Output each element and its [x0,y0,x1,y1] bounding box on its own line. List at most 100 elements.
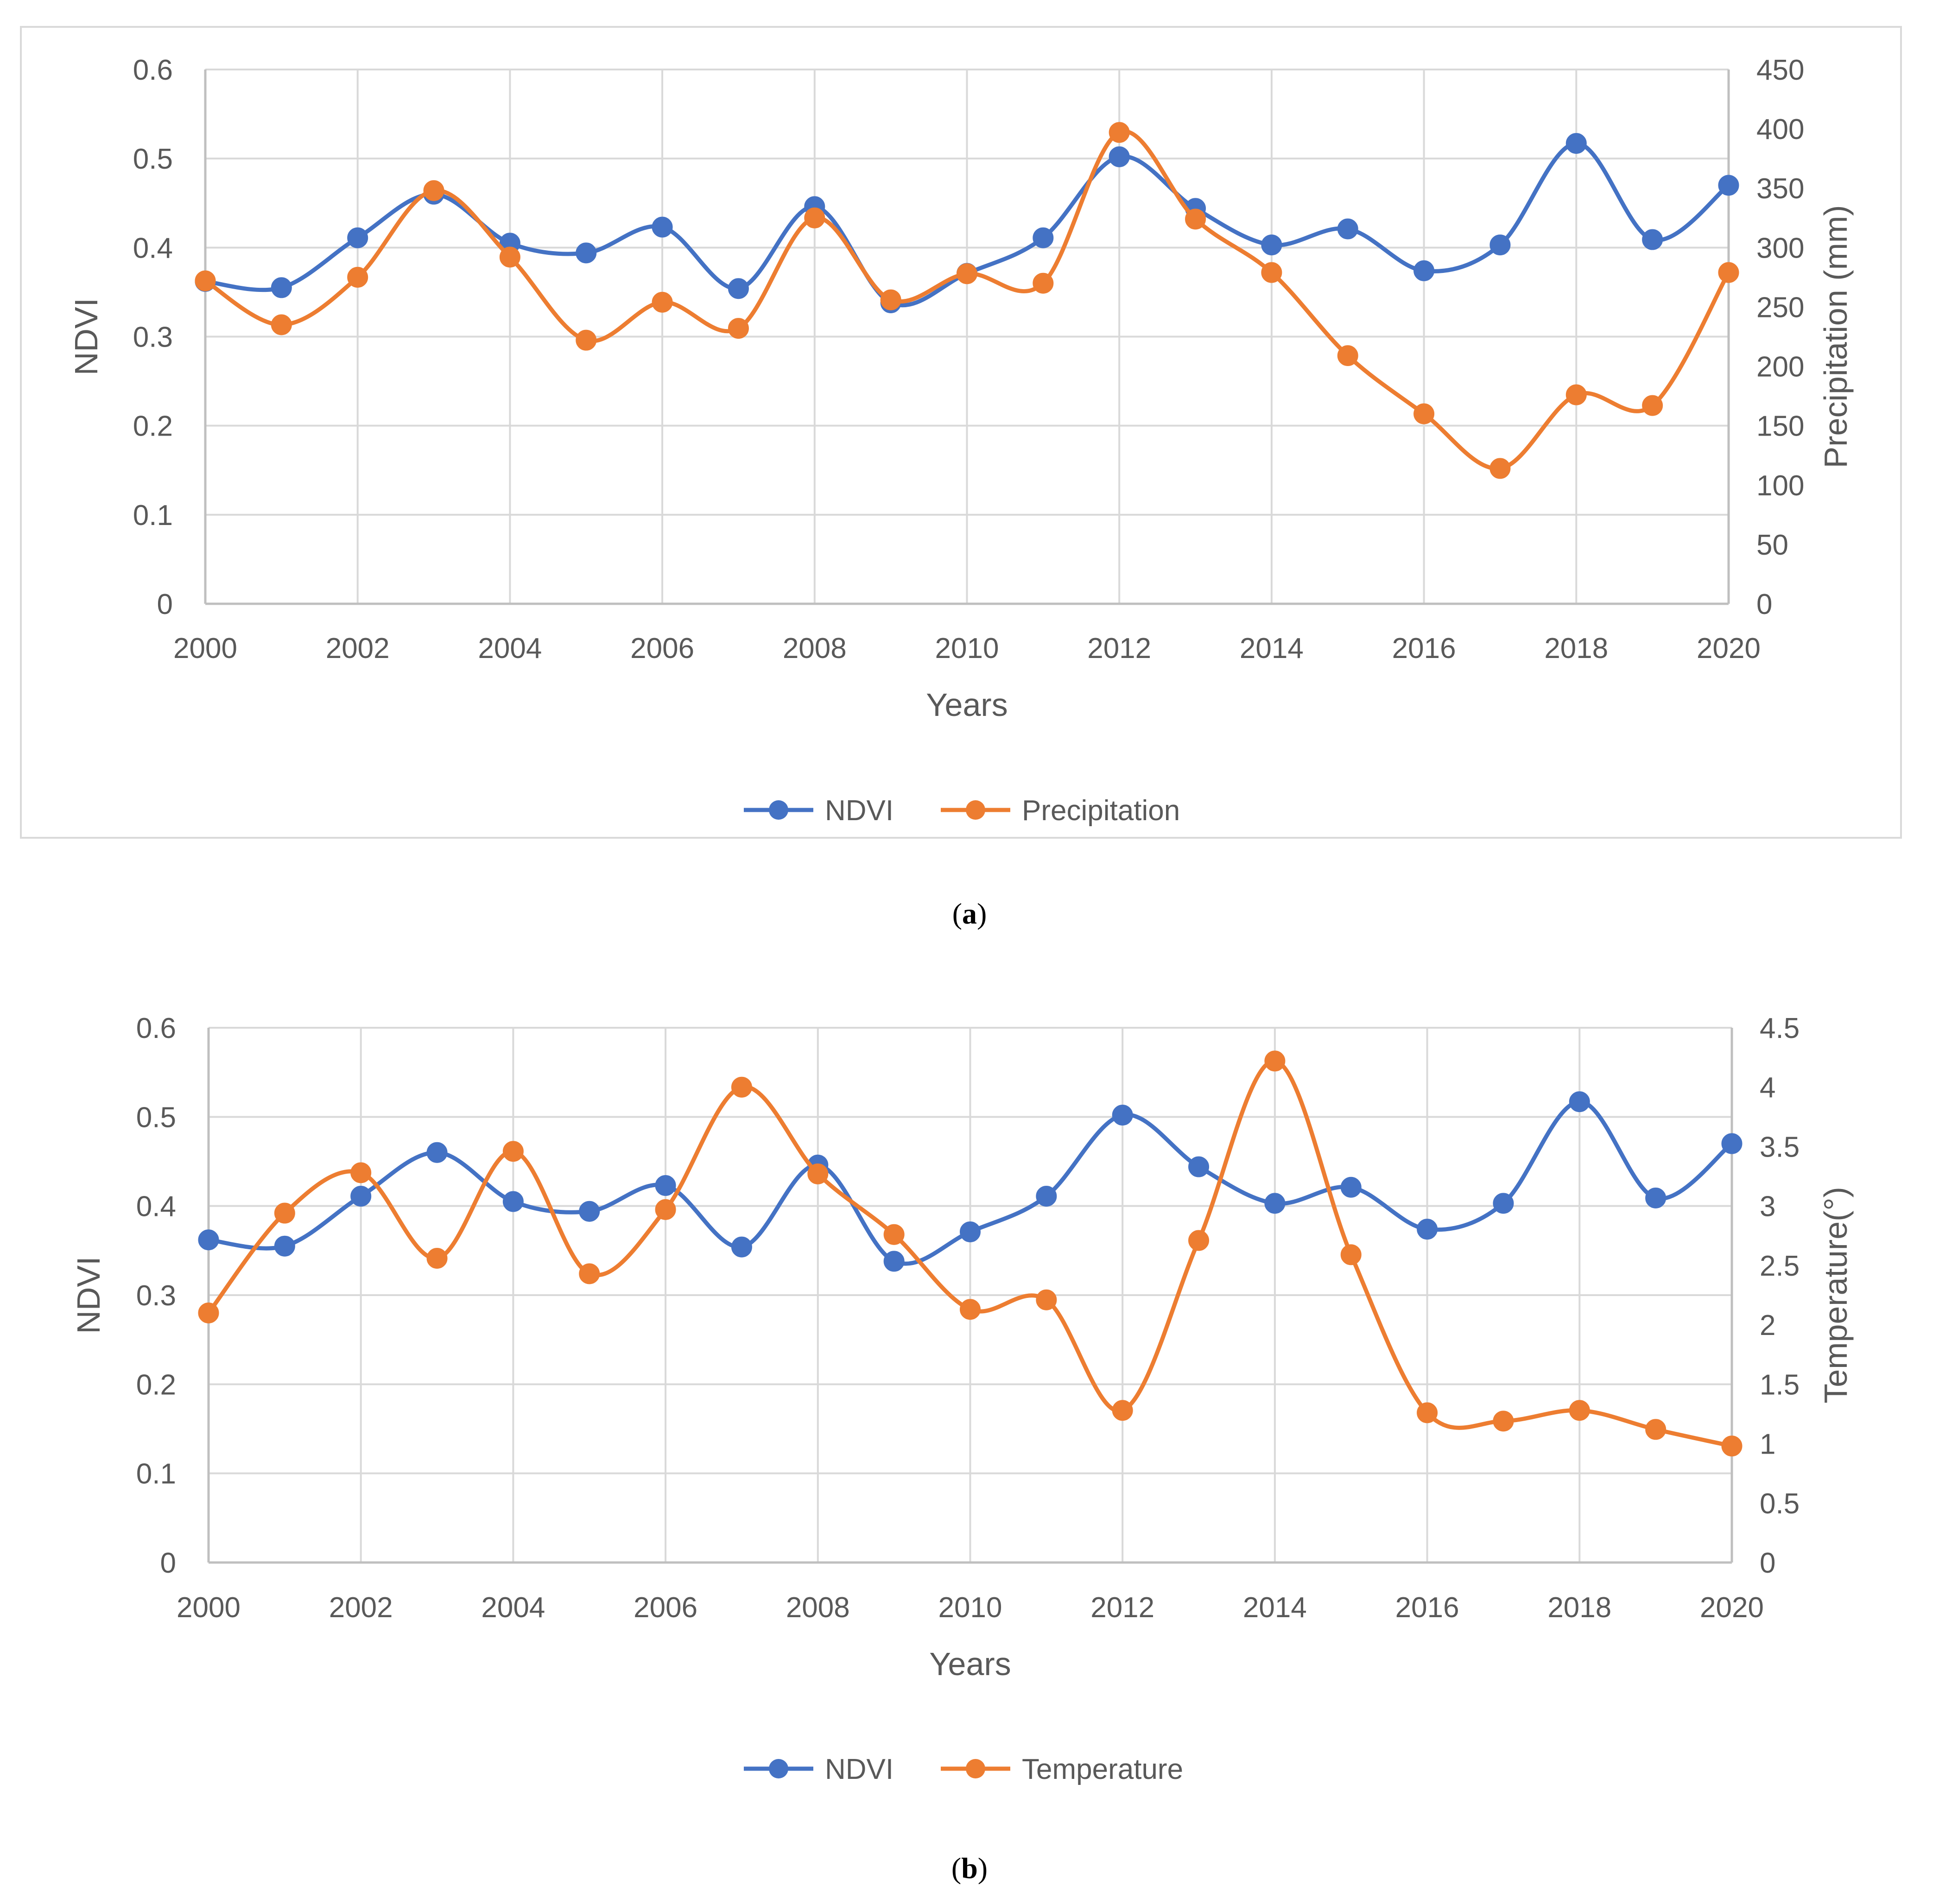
data-point [426,1142,448,1163]
data-point [960,1221,981,1242]
data-point [1337,218,1358,240]
caption-b: (b) [951,1852,988,1885]
data-point [1718,175,1739,196]
data-point [1188,1156,1210,1177]
data-point [807,1163,829,1184]
data-point [1264,1050,1286,1072]
data-point [957,263,977,285]
data-point [198,1302,219,1323]
series-precipitation [195,122,1739,479]
y-tick-label: 0.3 [133,322,173,354]
data-point [198,1229,219,1251]
data-point [1185,209,1206,230]
data-point [1340,1177,1362,1198]
y2-tick-label: 100 [1756,470,1804,502]
data-point [1413,403,1435,424]
y2-axis-title: Temperature(°) [1818,1187,1854,1404]
y-tick-label: 0.1 [136,1458,176,1490]
y-tick-label: 0.5 [136,1101,176,1133]
data-point [880,289,901,310]
y-tick-label: 0.5 [133,143,173,175]
data-point [195,270,216,291]
y-axis-title: NDVI [68,298,104,375]
chart-a: 0 0.1 0.2 0.3 0.4 0.5 0.6 0 50 100 150 200 250 300 350… [20,26,1902,839]
data-point [347,266,368,288]
y-tick-label: 0.3 [136,1280,176,1312]
data-point [1036,1289,1057,1310]
data-point [1337,345,1358,366]
y2-tick-label: 0 [1756,588,1772,620]
y2-tick-label: 0.5 [1760,1488,1800,1520]
data-point [274,1202,295,1224]
x-tick-label: 2000 [177,1592,241,1624]
data-point [1264,1193,1286,1214]
x-tick-label: 2018 [1547,1592,1611,1624]
y2-tick-label: 2 [1760,1309,1775,1341]
data-point [271,277,292,298]
data-point [1642,395,1663,416]
legend: NDVI Temperature [744,1753,1183,1785]
data-point [731,1236,752,1258]
y2-tick-label: 0 [1760,1547,1775,1579]
x-tick-label: 2008 [783,633,847,664]
y2-tick-label: 3.5 [1760,1131,1800,1163]
data-point [502,1141,524,1162]
data-point [804,207,825,228]
data-point [1109,122,1130,143]
y-axis-title: NDVI [70,1256,107,1334]
data-point [271,314,292,335]
x-tick-label: 2002 [326,633,390,664]
x-tick-label: 2020 [1697,633,1761,664]
data-point [576,329,597,351]
data-point [728,278,749,299]
data-point [655,1175,676,1196]
data-point [1033,227,1054,248]
data-point [1721,1133,1743,1154]
data-point [502,1191,524,1212]
x-tick-label: 2008 [786,1592,850,1624]
y-tick-label: 0.2 [136,1369,176,1401]
y-tick-label: 0 [157,588,173,620]
legend-marker [966,800,985,820]
chart-b: 0 0.1 0.2 0.3 0.4 0.5 0.6 0 0.5 1 1.5 2 2.5 3 3.5 4 4.5 2… [70,1012,1854,1785]
y2-tick-label: 2.5 [1760,1250,1800,1282]
data-point [576,242,597,264]
data-point [423,180,444,201]
data-point [1033,272,1054,294]
data-point [350,1162,372,1183]
legend-marker [769,800,788,820]
data-point [1261,234,1282,256]
data-point [1109,146,1130,167]
data-point [1569,1091,1590,1113]
legend-label: Temperature [1022,1753,1183,1785]
y-tick-label: 0.6 [133,54,173,86]
y2-tick-label: 1.5 [1760,1369,1800,1401]
y2-tick-label: 150 [1756,411,1804,443]
y2-tick-label: 3 [1760,1191,1775,1223]
data-point [1112,1104,1133,1126]
x-tick-label: 2004 [478,633,542,664]
data-point [1645,1187,1667,1208]
y2-axis-title: Precipitation (mm) [1818,205,1854,468]
data-point [1493,1411,1514,1432]
x-tick-label: 2012 [1090,1592,1154,1624]
data-point [1413,260,1435,281]
y2-tick-label: 300 [1756,232,1804,264]
y2-tick-label: 50 [1756,529,1788,561]
data-point [426,1248,448,1269]
data-point [652,216,673,238]
x-axis-title: Years [926,687,1008,723]
data-point [652,291,673,313]
y-tick-label: 0.4 [133,232,173,264]
legend-label: Precipitation [1022,795,1180,827]
data-point [728,318,749,339]
x-tick-label: 2012 [1087,633,1151,664]
y-tick-label: 0.2 [133,411,173,443]
data-point [1565,133,1587,154]
series-temperature [198,1050,1743,1457]
legend-label: NDVI [825,795,893,827]
data-point [1112,1400,1133,1421]
x-tick-label: 2006 [630,633,694,664]
data-point [883,1224,905,1245]
x-tick-label: 2016 [1395,1592,1459,1624]
